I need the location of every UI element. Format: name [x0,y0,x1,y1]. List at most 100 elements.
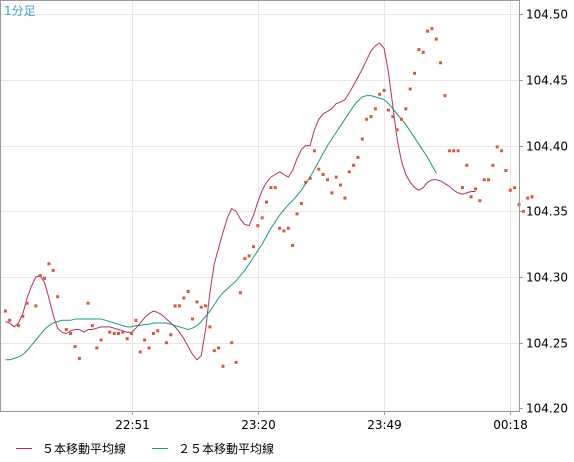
price-point [395,128,399,132]
price-point [147,346,151,350]
price-point [69,332,73,335]
price-point [508,188,512,192]
ma25-line [5,95,437,361]
price-point [347,170,351,174]
price-point [125,337,129,341]
price-point [56,295,60,299]
price-point [460,186,464,190]
grid-layer [1,1,519,411]
price-point [400,117,403,121]
price-point [16,324,20,328]
price-point [443,94,447,98]
price-point [474,187,477,191]
price-point [86,301,90,305]
price-point [317,167,321,171]
y-tick-label: 104.45 [526,74,568,88]
price-point [64,328,68,331]
price-point [77,356,81,360]
price-point [173,304,177,308]
price-point [482,178,486,182]
price-point [191,317,194,321]
period-label: 1分足 [4,4,36,18]
price-point [204,304,208,308]
price-point [487,178,490,182]
price-point [3,309,7,313]
price-point [456,149,460,153]
y-tick-label: 104.35 [526,205,568,219]
price-point [169,333,173,337]
price-point [273,186,277,190]
price-point [360,137,364,141]
price-point [478,199,482,203]
price-point [186,289,190,293]
series-layer [3,27,534,368]
y-tick-label: 104.30 [526,271,568,285]
price-point [178,304,181,308]
price-point [138,350,142,354]
price-point [469,195,473,199]
price-point [304,180,308,184]
price-point [90,324,94,328]
price-point [299,201,303,205]
price-point [217,346,221,350]
price-point [421,50,425,54]
y-tick-label: 104.25 [526,337,568,351]
price-point [321,173,325,176]
price-point [521,209,525,213]
price-point [195,300,199,304]
price-point [8,318,12,322]
price-point [95,346,99,350]
price-point [108,330,112,334]
price-point [34,304,38,308]
price-point [151,332,155,335]
legend-ma5-label: ５本移動平均線 [42,441,126,456]
price-point [530,195,534,199]
price-point [312,149,316,153]
price-point [256,224,260,228]
x-tick-label: 23:20 [241,418,276,432]
price-point [413,71,416,75]
price-point [25,301,29,305]
price-point [417,48,421,52]
price-point [143,338,147,342]
price-point [43,276,46,280]
price-point [208,325,212,329]
price-point [291,243,295,247]
price-point [504,169,508,172]
price-point [247,254,251,258]
price-point [199,305,203,309]
price-point [452,149,456,153]
price-point [356,155,360,159]
price-point [500,149,504,153]
price-point [269,186,273,190]
price-point [365,117,369,121]
price-point [99,338,103,342]
price-point [134,318,138,322]
price-point [234,360,238,364]
price-point [130,332,134,335]
price-point [373,107,377,111]
price-point [330,191,334,195]
y-tick-label: 104.20 [526,402,568,416]
price-point [430,27,434,31]
price-point [404,107,408,111]
price-point [221,364,225,368]
price-point [513,186,517,190]
price-point [164,341,168,345]
price-point [326,178,329,182]
price-point [121,330,125,334]
price-point [352,163,356,167]
price-point [73,345,77,349]
price-point [286,226,290,230]
price-point [308,176,312,180]
price-point [278,226,282,230]
price-point [295,212,299,216]
price-point [51,268,55,272]
price-point [386,108,390,112]
price-point [243,257,247,261]
price-point [465,163,469,167]
price-point [391,115,395,119]
ma5-line [5,42,476,361]
